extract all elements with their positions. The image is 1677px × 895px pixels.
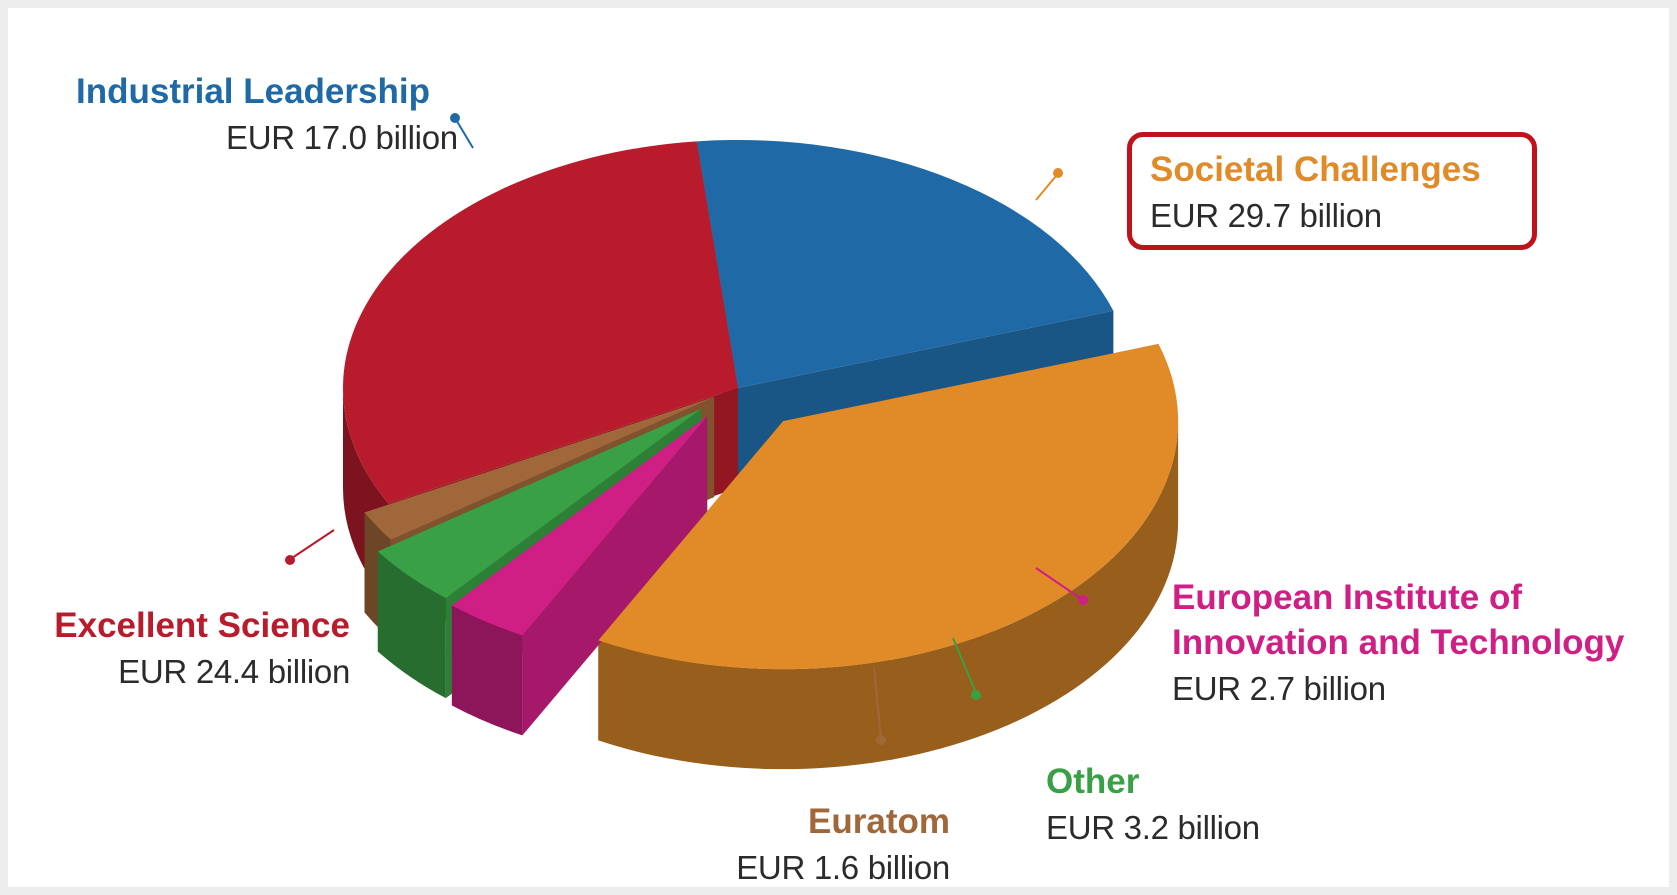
leader-dot-societal-challenges	[1053, 168, 1063, 178]
slice-name-excellent-science: Excellent Science	[54, 606, 350, 645]
slice-value-euratom: EUR 1.6 billion	[736, 849, 950, 886]
label-other: Other EUR 3.2 billion	[1046, 764, 1260, 844]
slice-name-eit-line2: Innovation and Technology	[1172, 623, 1625, 662]
slice-name-eit-line1: European Institute of	[1172, 578, 1522, 617]
slice-other	[377, 408, 702, 599]
highlight-box	[1127, 132, 1537, 250]
slice-value-excellent-science: EUR 24.4 billion	[118, 653, 350, 690]
slice-name-euratom: Euratom	[808, 802, 950, 841]
slice-value-industrial-leadership: EUR 17.0 billion	[226, 119, 458, 156]
slice-rim-other	[377, 551, 446, 699]
leader-dot-euratom	[876, 735, 886, 745]
slice-rim-societal-challenges	[598, 421, 1179, 770]
leader-line-industrial-leadership	[454, 117, 474, 149]
slice-industrial-leadership	[696, 140, 1114, 388]
slice-name-societal-challenges: Societal Challenges	[1150, 150, 1481, 189]
slice-euratom	[364, 397, 715, 540]
slice-rim-european-institute-of-innovation-and-technology	[451, 605, 523, 736]
leader-line-societal-challenges	[1035, 175, 1057, 201]
label-euratom: Euratom EUR 1.6 billion	[698, 804, 950, 884]
label-excellent-science: Excellent Science EUR 24.4 billion	[28, 608, 350, 688]
leader-line-other	[952, 637, 977, 694]
leader-dot-industrial-leadership	[450, 113, 460, 123]
label-eit: European Institute of Innovation and Tec…	[1172, 580, 1624, 705]
leader-dot-excellent-science	[285, 555, 295, 565]
slice-name-other: Other	[1046, 762, 1140, 801]
leader-line-excellent-science	[291, 529, 335, 559]
slice-value-societal-challenges: EUR 29.7 billion	[1150, 197, 1382, 234]
slice-value-other: EUR 3.2 billion	[1046, 809, 1260, 846]
slice-wall-other	[377, 408, 702, 652]
slice-excellent-science	[343, 141, 738, 504]
slice-value-eit: EUR 2.7 billion	[1172, 670, 1386, 707]
leader-dot-eit	[1078, 595, 1088, 605]
chart-figure: Industrial Leadership EUR 17.0 billion S…	[8, 8, 1669, 887]
slice-societal-challenges	[598, 343, 1179, 670]
leader-line-eit	[1035, 567, 1081, 599]
label-industrial-leadership: Industrial Leadership EUR 17.0 billion	[76, 74, 458, 154]
leader-line-euratom	[873, 667, 882, 739]
leader-dot-other	[971, 690, 981, 700]
slice-name-industrial-leadership: Industrial Leadership	[76, 72, 430, 111]
pie-chart	[285, 113, 1179, 770]
slice-european-institute-of-innovation-and-technology	[451, 416, 708, 636]
label-societal-challenges: Societal Challenges EUR 29.7 billion	[1150, 152, 1481, 232]
